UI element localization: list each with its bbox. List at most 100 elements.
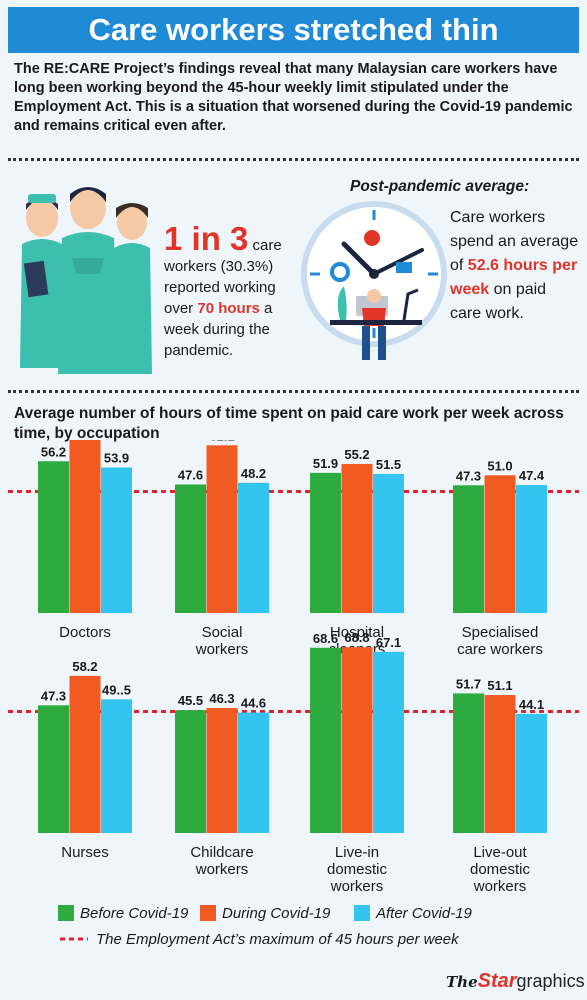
plant-icon — [337, 286, 347, 320]
category-label: workers — [195, 861, 249, 878]
desk-lamp-icon — [402, 288, 419, 321]
stat-right-text-b: on paid care work. — [450, 281, 547, 322]
bar-value-label: 48.2 — [241, 466, 266, 481]
category-label: Social — [202, 624, 243, 641]
bar-value-label: 51.9 — [313, 456, 338, 471]
stat-left: 1 in 3 care workers (30.3%) reported wor… — [164, 222, 304, 361]
lightbulb-icon — [364, 230, 380, 246]
stat-right-text-a: Care workers spend an average of — [450, 209, 579, 274]
bar-value-label: 51.5 — [376, 457, 401, 472]
worker-head — [367, 289, 381, 303]
bar — [101, 699, 132, 833]
bar — [516, 713, 547, 833]
bar — [238, 712, 269, 833]
legend-reference-label: The Employment Act’s maximum of 45 hours… — [96, 931, 460, 948]
bar-value-label: 44.1 — [519, 697, 544, 712]
category-label: Nurses — [61, 844, 109, 861]
chart-title: Average number of hours of time spent on… — [14, 405, 564, 442]
bar-value-label: 51.0 — [487, 458, 512, 473]
category-label: care workers — [457, 641, 543, 658]
bar-value-label: 67.1 — [376, 635, 401, 650]
bar-value-label: 51.7 — [456, 676, 481, 691]
category-label: Childcare — [190, 844, 253, 861]
bar-value-label: 49..5 — [102, 682, 131, 697]
stat-left-big: 1 in 3 — [164, 220, 249, 257]
bar — [484, 475, 516, 613]
category-label: domestic — [327, 861, 388, 878]
bar-value-label: 46.3 — [209, 691, 234, 706]
bar — [453, 485, 484, 613]
bar — [238, 482, 269, 613]
bar-chart: 56.267.353.9Doctors47.662.148.2Socialwor… — [8, 440, 579, 948]
bar — [175, 484, 206, 613]
category-label: Specialised — [462, 624, 539, 641]
intro-text: The RE:CARE Project’s findings reveal th… — [14, 61, 573, 134]
bar-value-label: 47.3 — [41, 688, 66, 703]
bar-value-label: 55.2 — [344, 447, 369, 462]
divider-middle — [8, 390, 579, 393]
bar — [484, 695, 516, 833]
bar — [175, 710, 206, 833]
legend-label: During Covid-19 — [222, 905, 331, 922]
category-label: workers — [195, 641, 249, 658]
bar — [310, 472, 341, 613]
care-workers-illustration — [20, 187, 152, 374]
bar — [453, 693, 484, 833]
logo-star: Star — [477, 970, 517, 992]
bar-value-label: 45.5 — [178, 693, 203, 708]
bar — [373, 651, 404, 833]
logo-the: The — [446, 973, 478, 991]
bar-value-label: 44.6 — [241, 696, 266, 711]
category-label: Live-out — [473, 844, 527, 861]
bar-value-label: 62.1 — [209, 440, 234, 443]
clock-hour-hand — [341, 241, 377, 277]
bar-value-label: 51.1 — [487, 678, 512, 693]
legend-swatch — [58, 905, 74, 921]
bar-value-label: 56.2 — [41, 444, 66, 459]
bar — [38, 705, 69, 833]
logo-graphics: graphics — [516, 971, 585, 991]
bar — [310, 647, 341, 833]
bar — [69, 675, 101, 833]
legend-swatch — [354, 905, 370, 921]
bar — [516, 485, 547, 613]
stat-right: Care workers spend an average of 52.6 ho… — [450, 206, 580, 326]
category-label: workers — [473, 878, 527, 895]
page-title: Care workers stretched thin — [8, 7, 579, 53]
bar-value-label: 47.3 — [456, 468, 481, 483]
clock-worker-illustration — [301, 201, 447, 360]
legend-label: Before Covid-19 — [80, 905, 189, 922]
bar — [341, 647, 373, 833]
nurse-left-figure — [20, 194, 64, 368]
bar — [69, 440, 101, 613]
stat-left-text-a: care workers (30.3%) reported working ov… — [164, 237, 282, 317]
star-graphics-logo: TheStargraphics — [446, 970, 585, 993]
gear-icon — [330, 262, 350, 282]
legend-swatch — [200, 905, 216, 921]
stat-right-highlight: 52.6 hours per week — [450, 257, 578, 298]
stat-left-highlight: 70 hours — [197, 300, 260, 317]
category-label: Live-in — [335, 844, 379, 861]
mail-icon — [396, 262, 412, 273]
bar — [206, 707, 238, 833]
bar-value-label: 58.2 — [72, 659, 97, 674]
post-pandemic-title: Post-pandemic average: — [350, 178, 530, 195]
bar-value-label: 47.4 — [519, 468, 545, 483]
bar — [101, 467, 132, 613]
divider-top — [8, 158, 579, 161]
stat-left-text-b: a week during the pandemic. — [164, 300, 273, 359]
bar-value-label: 68.6 — [313, 631, 338, 646]
bar-value-label: 68.8 — [344, 630, 369, 645]
doctor-middle-figure — [58, 187, 118, 374]
desk — [330, 320, 422, 325]
category-label: workers — [330, 878, 384, 895]
legend-label: After Covid-19 — [375, 905, 473, 922]
nurse-right-figure — [112, 203, 152, 374]
bar — [38, 461, 69, 613]
bar — [341, 463, 373, 613]
category-label: Doctors — [59, 624, 111, 641]
bar — [373, 473, 404, 613]
bar-value-label: 47.6 — [178, 467, 203, 482]
category-label: domestic — [470, 861, 531, 878]
bar — [206, 445, 238, 613]
